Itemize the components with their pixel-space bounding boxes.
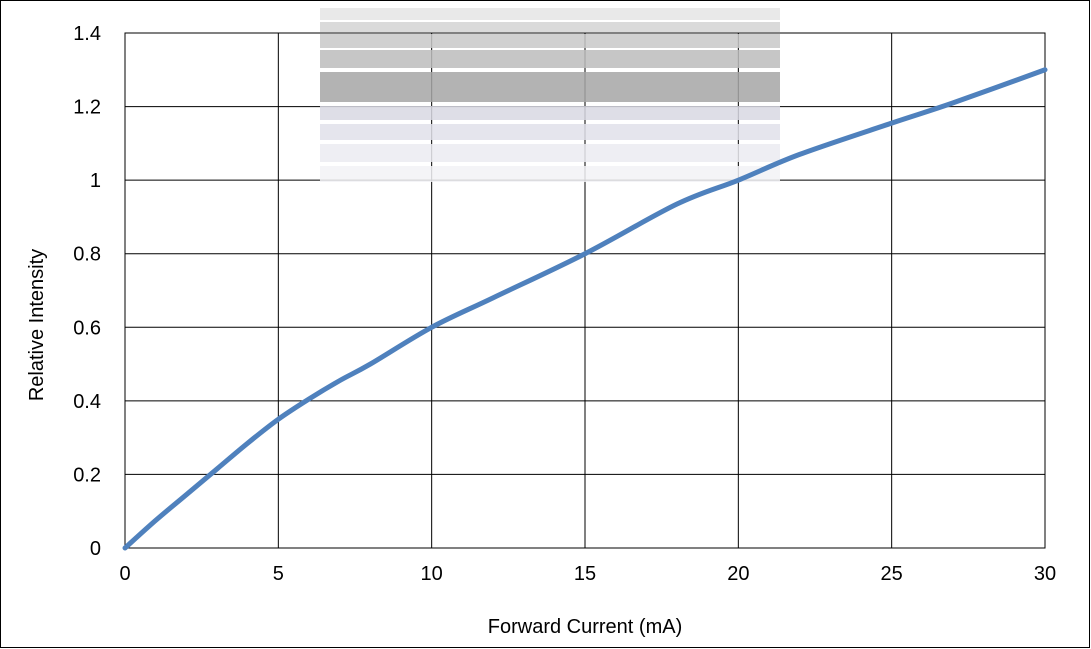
- y-tick-label: 0.4: [73, 391, 101, 413]
- x-tick-label: 30: [1034, 563, 1056, 585]
- y-tick-label: 1: [90, 170, 101, 192]
- x-tick-label: 25: [881, 563, 903, 585]
- y-tick-label: 0.8: [73, 244, 101, 266]
- y-tick-label: 1.4: [73, 23, 101, 45]
- series-line: [122, 67, 1048, 551]
- y-tick-label: 1.2: [73, 97, 101, 119]
- x-tick-label: 15: [574, 563, 596, 585]
- series-layer: [122, 67, 1048, 551]
- plot-area: [124, 32, 1046, 549]
- y-tick-label: 0.2: [73, 464, 101, 486]
- x-axis-title: Forward Current (mA): [488, 616, 682, 638]
- y-tick-label: 0: [90, 538, 101, 560]
- x-tick-label: 20: [727, 563, 749, 585]
- x-tick-label: 0: [119, 563, 130, 585]
- y-axis-title: Relative Intensity: [26, 249, 48, 401]
- axes: 0 5 10 15 20 25 30 0 0.2 0.4 0.6 0.8 1 1.2 1.4: [73, 23, 1056, 585]
- x-tick-label: 10: [421, 563, 443, 585]
- watermark-overlay: [320, 8, 780, 182]
- y-tick-label: 0.6: [73, 317, 101, 339]
- x-tick-label: 5: [273, 563, 284, 585]
